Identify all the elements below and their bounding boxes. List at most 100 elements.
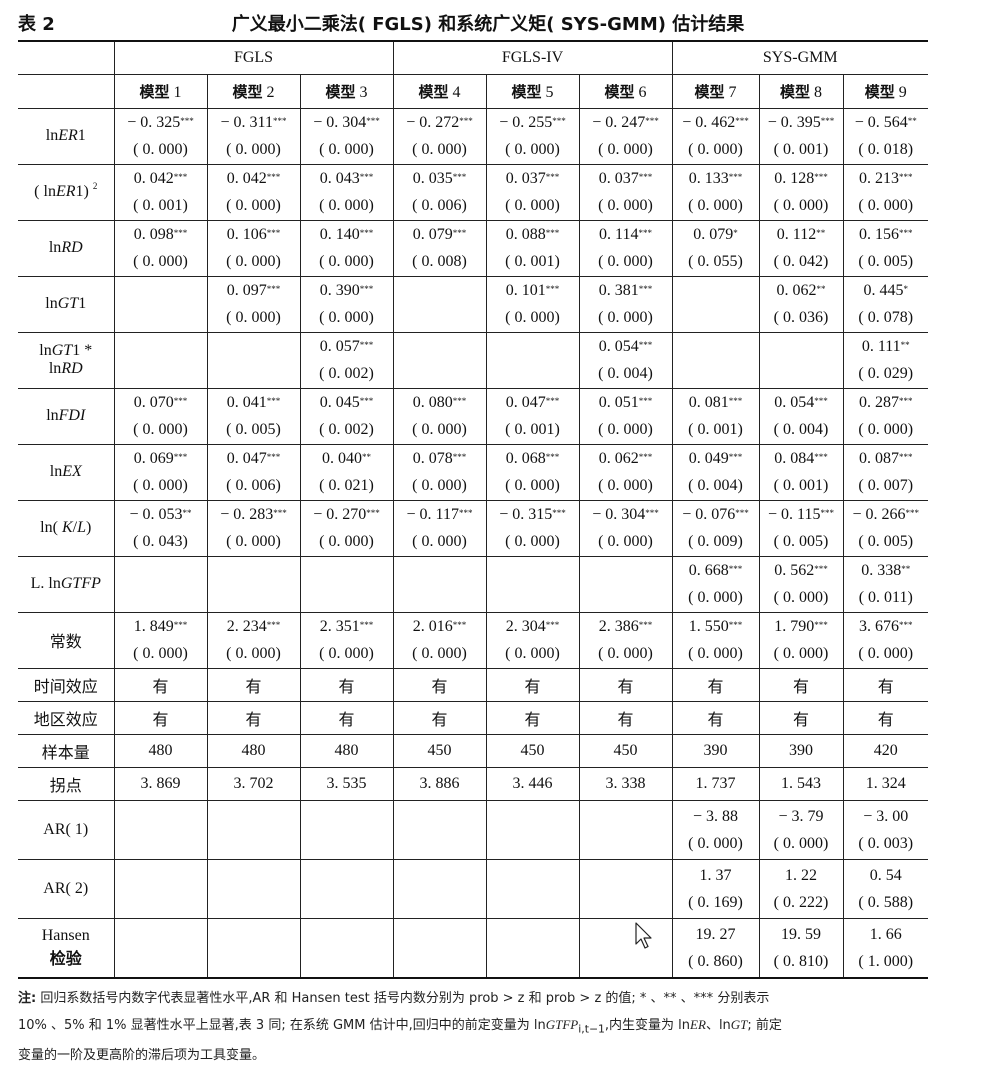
table-cell: 390 bbox=[758, 733, 844, 768]
coefficient bbox=[394, 333, 486, 361]
table-cell bbox=[392, 799, 487, 860]
row-label: lnFDI bbox=[18, 387, 115, 445]
table-cell: 19. 27 ( 0. 860) bbox=[671, 917, 760, 979]
significance-stars: ** bbox=[816, 228, 826, 238]
p-value bbox=[115, 949, 207, 975]
table-row: lnEX 0. 069*** ( 0. 000) 0. 047*** ( 0. 006)… bbox=[18, 443, 928, 501]
coefficient: 0. 062*** bbox=[598, 450, 653, 467]
coefficient bbox=[673, 277, 759, 305]
table-cell: − 0. 325*** ( 0. 000) bbox=[113, 107, 208, 165]
coefficient: 0. 081*** bbox=[688, 394, 743, 411]
p-value: ( 0. 007) bbox=[858, 477, 914, 494]
coefficient bbox=[115, 333, 207, 361]
p-value: ( 0. 021) bbox=[319, 477, 374, 494]
model-label: 模型 bbox=[511, 82, 542, 101]
table-cell: 0. 079*** ( 0. 008) bbox=[392, 219, 487, 277]
table-cell: 3. 446 bbox=[485, 766, 580, 801]
row-label: lnGT1 bbox=[18, 275, 115, 333]
p-value: ( 0. 000) bbox=[226, 141, 281, 158]
p-value: ( 0. 000) bbox=[858, 197, 914, 214]
coefficient: 0. 051*** bbox=[598, 394, 653, 411]
p-value: ( 0. 000) bbox=[133, 141, 188, 158]
coefficient: 0. 054*** bbox=[774, 394, 828, 411]
table-cell: − 0. 304*** ( 0. 000) bbox=[299, 107, 394, 165]
p-value: ( 0. 000) bbox=[505, 197, 560, 214]
significance-stars: ** bbox=[182, 508, 192, 518]
table-cell: − 0. 053** ( 0. 043) bbox=[113, 499, 208, 557]
model-label: 模型 bbox=[325, 82, 356, 101]
table-row: ln( K/L) − 0. 053** ( 0. 043) − 0. 283*** ( … bbox=[18, 499, 928, 557]
table-cell bbox=[758, 331, 844, 389]
table-cell bbox=[299, 858, 394, 919]
table-cell: 2. 016*** ( 0. 000) bbox=[392, 611, 487, 669]
table-cell bbox=[392, 275, 487, 333]
p-value: ( 0. 000) bbox=[412, 421, 467, 438]
table-cell bbox=[206, 555, 301, 613]
table-cell bbox=[113, 799, 208, 860]
row-label: 拐点 bbox=[18, 766, 115, 801]
table-cell: 有 bbox=[206, 700, 301, 735]
significance-stars: *** bbox=[735, 116, 749, 126]
p-value bbox=[115, 831, 207, 857]
table-cell: 有 bbox=[113, 700, 208, 735]
p-value: ( 0. 000) bbox=[598, 645, 653, 662]
coefficient: 0. 068*** bbox=[505, 450, 560, 467]
coefficient: 0. 047*** bbox=[505, 394, 560, 411]
table-cell bbox=[671, 331, 760, 389]
coefficient: 0. 287*** bbox=[859, 394, 913, 411]
coefficient bbox=[208, 803, 300, 831]
p-value bbox=[580, 831, 672, 857]
significance-stars: *** bbox=[545, 452, 560, 462]
p-value bbox=[394, 949, 486, 975]
significance-stars: ** bbox=[816, 284, 826, 294]
table-cell: 0. 338** ( 0. 011) bbox=[842, 555, 928, 613]
table-cell: 3. 702 bbox=[206, 766, 301, 801]
significance-stars: *** bbox=[728, 620, 743, 630]
significance-stars: *** bbox=[545, 228, 560, 238]
table-cell bbox=[113, 331, 208, 389]
coefficient bbox=[115, 862, 207, 890]
model-header-6: 模型 6 bbox=[578, 73, 673, 109]
p-value bbox=[487, 949, 579, 975]
table-cell: 0. 084*** ( 0. 001) bbox=[758, 443, 844, 501]
table-cell: 有 bbox=[578, 700, 673, 735]
significance-stars: *** bbox=[638, 284, 653, 294]
row-label: AR( 2) bbox=[18, 858, 115, 919]
significance-stars: *** bbox=[266, 228, 281, 238]
table-cell: 0. 045*** ( 0. 002) bbox=[299, 387, 394, 445]
significance-stars: *** bbox=[814, 396, 828, 406]
row-label: lnGT1 * lnRD bbox=[18, 331, 115, 389]
significance-stars: *** bbox=[266, 396, 281, 406]
significance-stars: *** bbox=[545, 284, 560, 294]
table-note: 注: 回归系数括号内数字代表显著性水平,AR 和 Hansen test 括号内… bbox=[18, 986, 928, 1069]
table-row: Hansen 检验 19. 27( 0. 860) 19. 59( 0. 810) 1… bbox=[18, 917, 928, 979]
coefficient: 0. 381*** bbox=[598, 282, 653, 299]
row-label: 样本量 bbox=[18, 733, 115, 768]
coefficient bbox=[580, 862, 672, 890]
significance-stars: *** bbox=[645, 508, 659, 518]
results-table: FGLS FGLS-IV SYS-GMM 模型 1 模型 2 模型 3 模型 4 模型 … bbox=[18, 40, 928, 979]
coefficient: − 0. 247*** bbox=[592, 114, 659, 131]
p-value: ( 0. 011) bbox=[858, 589, 913, 606]
significance-stars: *** bbox=[545, 396, 560, 406]
p-value: ( 0. 000) bbox=[226, 533, 281, 550]
significance-stars: *** bbox=[899, 172, 913, 182]
table-cell: 0. 133*** ( 0. 000) bbox=[671, 163, 760, 221]
p-value: ( 0. 000) bbox=[319, 253, 374, 270]
coefficient: 0. 114*** bbox=[599, 226, 652, 243]
table-cell: − 0. 311*** ( 0. 000) bbox=[206, 107, 301, 165]
coefficient: − 0. 564** bbox=[854, 114, 917, 131]
table-cell: 0. 213*** ( 0. 000) bbox=[842, 163, 928, 221]
table-cell bbox=[485, 858, 580, 919]
table-cell: 1. 22 ( 0. 222) bbox=[758, 858, 844, 919]
model-header-row: 模型 1 模型 2 模型 3 模型 4 模型 5 模型 6 模型 7 模型 8 模型 9 bbox=[18, 73, 928, 109]
p-value: ( 0. 042) bbox=[773, 253, 829, 270]
coefficient: 0. 042*** bbox=[226, 170, 281, 187]
table-cell: 0. 041*** ( 0. 005) bbox=[206, 387, 301, 445]
significance-stars: *** bbox=[359, 340, 374, 350]
coefficient: 0. 106*** bbox=[226, 226, 281, 243]
table-cell bbox=[578, 799, 673, 860]
coefficient: 0. 390*** bbox=[319, 282, 374, 299]
table-cell: − 0. 315*** ( 0. 000) bbox=[485, 499, 580, 557]
p-value bbox=[208, 949, 300, 975]
